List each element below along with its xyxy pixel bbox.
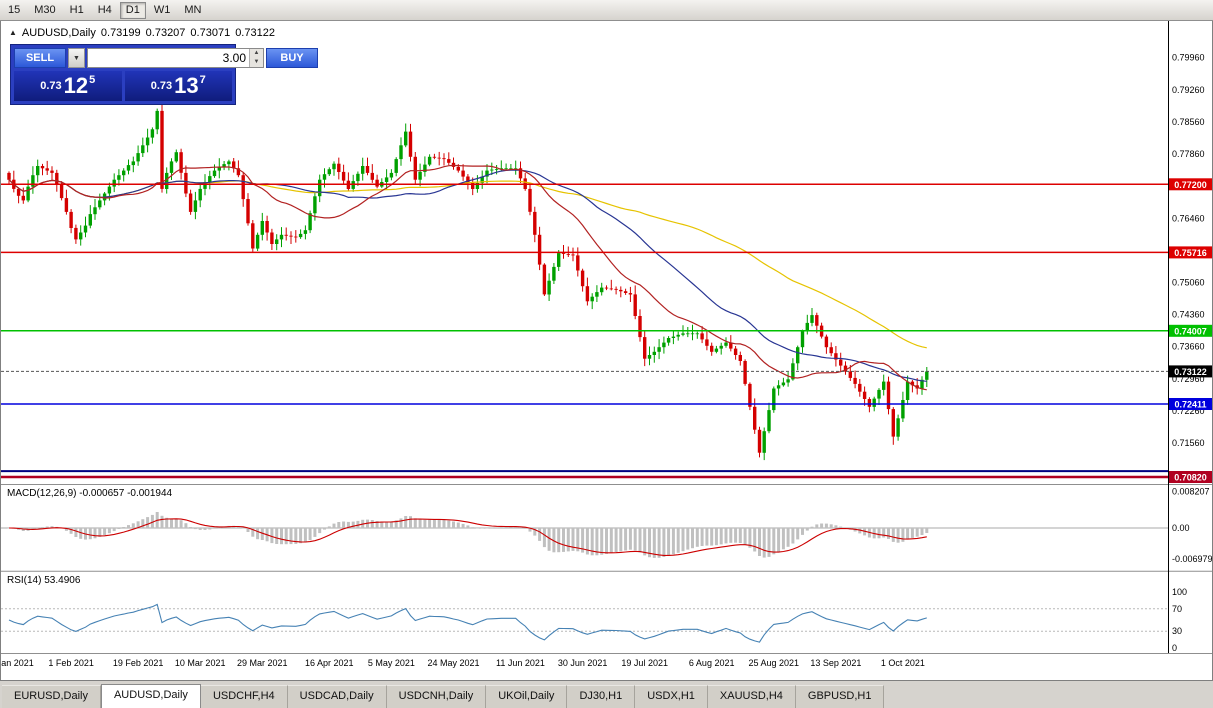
svg-text:11 Jun 2021: 11 Jun 2021 [496,658,545,668]
rsi-panel: 100 70 30 0 RSI(14) 53.4906 [1,575,1187,653]
svg-text:RSI(14) 53.4906: RSI(14) 53.4906 [7,575,81,586]
current-price-badge [1169,365,1212,378]
chevron-down-icon: ▼ [73,54,80,62]
volume-input[interactable] [88,49,249,67]
volume-field: ▲ ▼ [87,48,264,68]
svg-text:-0.006979: -0.006979 [1172,554,1212,564]
svg-text:0.77860: 0.77860 [1172,149,1205,159]
buy-price-sup: 7 [199,74,206,86]
svg-text:0.72260: 0.72260 [1172,406,1205,416]
svg-text:0.75716: 0.75716 [1174,248,1207,258]
chart-canvas[interactable]: 0.799600.792600.785600.778600.771600.764… [1,21,1212,680]
svg-text:0.008207: 0.008207 [1172,487,1210,497]
svg-text:25 Aug 2021: 25 Aug 2021 [749,658,800,668]
chart-tab-usdcnh-daily[interactable]: USDCNH,Daily [386,685,487,708]
svg-text:0.00: 0.00 [1172,523,1190,533]
svg-text:1 Feb 2021: 1 Feb 2021 [48,658,94,668]
svg-text:0.71560: 0.71560 [1172,438,1205,448]
svg-text:19 Jul 2021: 19 Jul 2021 [621,658,668,668]
moving-average-lines [8,164,927,391]
price-level-badges: 0.77200 0.75716 0.74007 0.72411 0.70820 0.731… [1169,178,1212,483]
svg-text:0.72960: 0.72960 [1172,374,1205,384]
svg-text:0.77200: 0.77200 [1174,180,1207,190]
ohlc-low: 0.73071 [190,27,231,39]
svg-text:MACD(12,26,9) -0.000657 -0.001: MACD(12,26,9) -0.000657 -0.001944 [7,488,173,499]
macd-panel: 0.008207 0.00 -0.006979 MACD(12,26,9) -0.00… [1,487,1212,564]
timeframe-button-15[interactable]: 15 [2,2,26,19]
svg-text:30 Jun 2021: 30 Jun 2021 [558,658,608,668]
chart-tab-audusd-daily[interactable]: AUDUSD,Daily [100,684,201,708]
ohlc-high: 0.73207 [145,27,186,39]
svg-text:0.73122: 0.73122 [1174,367,1207,377]
sell-price-sup: 5 [89,74,96,86]
svg-text:16 Apr 2021: 16 Apr 2021 [305,658,354,668]
svg-text:1 Oct 2021: 1 Oct 2021 [881,658,925,668]
buy-price-small: 0.73 [150,80,173,92]
svg-text:70: 70 [1172,604,1182,614]
candles [7,103,929,461]
sell-price-display[interactable]: 0.73 12 5 [14,71,122,101]
svg-text:30: 30 [1172,626,1182,636]
stepper-up-icon[interactable]: ▲ [250,49,263,58]
chart-tab-ukoil-daily[interactable]: UKOil,Daily [486,685,568,708]
svg-text:0.78560: 0.78560 [1172,117,1205,127]
chart-tab-usdchf-h4[interactable]: USDCHF,H4 [200,685,288,708]
price-level-lines[interactable] [1,183,1168,479]
svg-text:100: 100 [1172,587,1187,597]
timeframe-button-h1[interactable]: H1 [64,2,90,19]
chart-tab-xauusd-h4[interactable]: XAUUSD,H4 [707,685,796,708]
sell-price-small: 0.73 [40,80,62,92]
svg-text:5 May 2021: 5 May 2021 [368,658,415,668]
svg-text:0.73660: 0.73660 [1172,342,1205,352]
svg-text:0.76460: 0.76460 [1172,213,1205,223]
panel-separators[interactable] [1,484,1212,654]
timeframe-toolbar: 15 M30 H1 H4 D1 W1 MN [0,0,1213,21]
ohlc-close: 0.73122 [235,27,275,39]
svg-text:0.79260: 0.79260 [1172,85,1205,95]
chart-tab-eurusd-daily[interactable]: EURUSD,Daily [2,685,101,708]
chart-tab-usdcad-daily[interactable]: USDCAD,Daily [287,685,387,708]
volume-stepper: ▲ ▼ [249,49,263,67]
chart-window: 0.799600.792600.785600.778600.771600.764… [0,21,1213,680]
sell-price-big: 12 [63,73,89,98]
sell-button[interactable]: SELL [14,48,66,68]
svg-text:24 May 2021: 24 May 2021 [427,658,479,668]
stepper-down-icon[interactable]: ▼ [250,58,263,67]
timeframe-button-m30[interactable]: M30 [28,2,61,19]
timeframe-button-mn[interactable]: MN [178,2,207,19]
svg-text:0.74007: 0.74007 [1174,326,1207,336]
chart-symbol-title: AUDUSD,Daily [21,27,96,39]
svg-text:0.74360: 0.74360 [1172,310,1205,320]
buy-price-display[interactable]: 0.73 13 7 [124,71,232,101]
svg-text:13 Sep 2021: 13 Sep 2021 [810,658,861,668]
svg-text:19 Feb 2021: 19 Feb 2021 [113,658,164,668]
timeframe-button-w1[interactable]: W1 [148,2,177,19]
collapse-trade-panel-icon[interactable]: ▲ [9,28,17,37]
buy-price-big: 13 [174,73,199,98]
date-axis: 13 Jan 2021 1 Feb 2021 19 Feb 2021 10 Mar 2… [1,658,925,668]
svg-text:10 Mar 2021: 10 Mar 2021 [175,658,226,668]
chart-tab-usdx-h1[interactable]: USDX,H1 [635,685,708,708]
svg-text:0: 0 [1172,643,1177,653]
order-type-dropdown[interactable]: ▼ [68,48,85,68]
timeframe-button-h4[interactable]: H4 [92,2,118,19]
svg-text:0.75060: 0.75060 [1172,278,1205,288]
svg-text:6 Aug 2021: 6 Aug 2021 [689,658,735,668]
svg-text:13 Jan 2021: 13 Jan 2021 [1,658,34,668]
svg-text:0.72411: 0.72411 [1174,400,1206,410]
ohlc-open: 0.73199 [100,27,141,39]
chart-tab-gbpusd-h1[interactable]: GBPUSD,H1 [795,685,885,708]
svg-text:0.70820: 0.70820 [1174,473,1207,483]
svg-text:29 Mar 2021: 29 Mar 2021 [237,658,288,668]
buy-button[interactable]: BUY [266,48,318,68]
chart-tabs: EURUSD,Daily AUDUSD,Daily USDCHF,H4 USDCAD,… [0,680,1213,708]
timeframe-button-d1[interactable]: D1 [119,1,146,19]
chart-title: ▲ AUDUSD,Daily 0.73199 0.73207 0.73071 0… [9,27,275,39]
chart-tab-dj30-h1[interactable]: DJ30,H1 [567,685,636,708]
svg-text:0.79960: 0.79960 [1172,53,1205,63]
